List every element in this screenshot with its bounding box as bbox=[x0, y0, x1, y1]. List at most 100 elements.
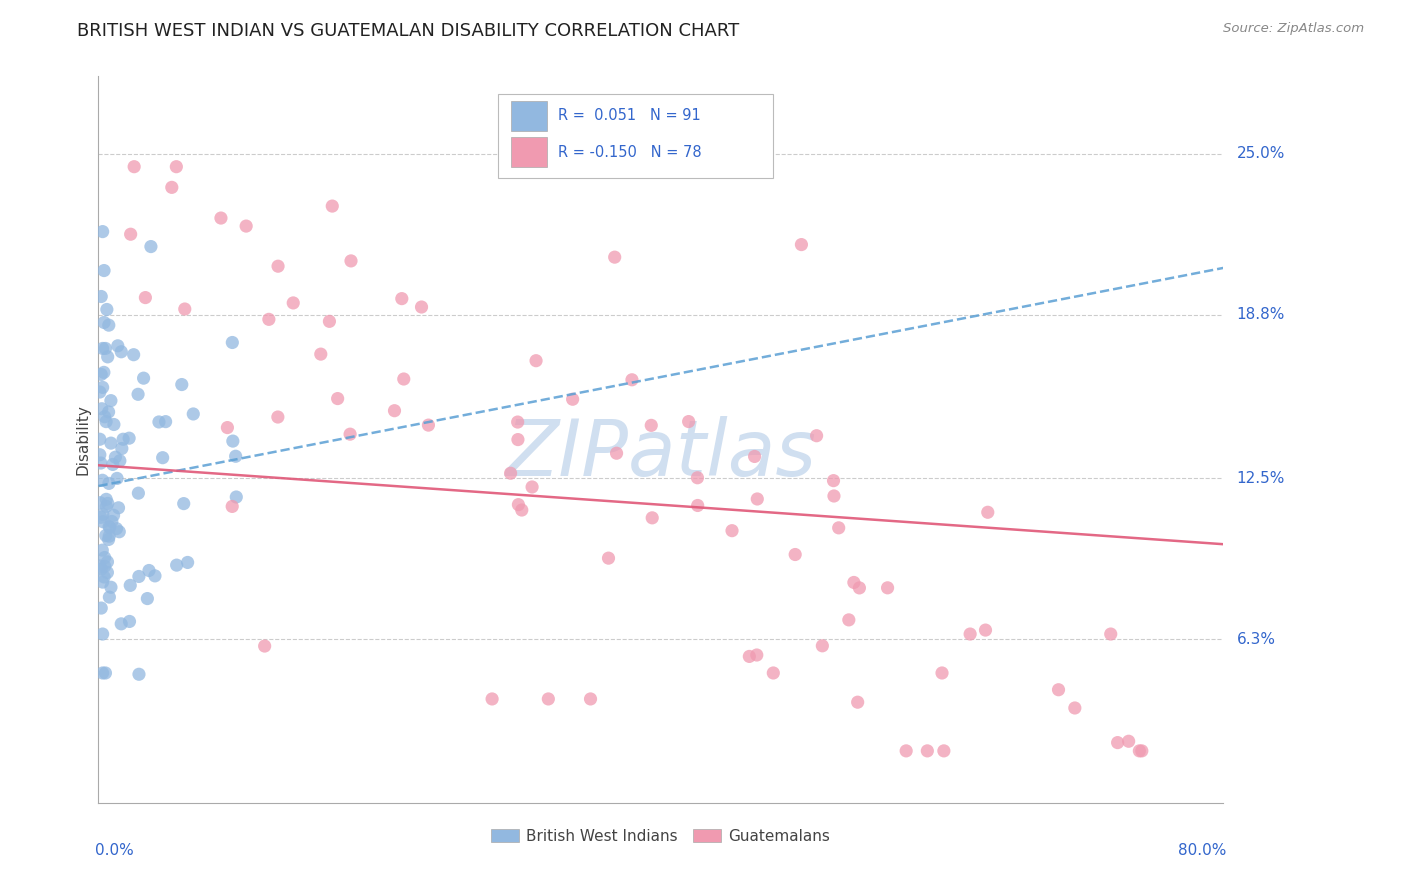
Point bbox=[508, 498, 530, 512]
Point bbox=[917, 744, 939, 758]
Point bbox=[90, 601, 112, 615]
Point bbox=[89, 496, 111, 510]
Point bbox=[721, 524, 744, 538]
Text: 25.0%: 25.0% bbox=[1237, 146, 1285, 161]
Point bbox=[96, 302, 118, 317]
Point bbox=[91, 380, 114, 394]
Point bbox=[139, 239, 162, 253]
Point bbox=[977, 505, 1000, 519]
Point bbox=[481, 692, 503, 706]
Text: R =  0.051   N = 91: R = 0.051 N = 91 bbox=[558, 108, 702, 123]
Point bbox=[93, 550, 115, 565]
FancyBboxPatch shape bbox=[512, 101, 547, 131]
Text: 0.0%: 0.0% bbox=[96, 843, 134, 858]
Point bbox=[225, 449, 247, 463]
Point bbox=[738, 649, 761, 664]
Point bbox=[762, 665, 785, 680]
Point bbox=[91, 627, 114, 641]
Point bbox=[108, 454, 131, 468]
Point bbox=[959, 627, 981, 641]
Point bbox=[384, 403, 406, 417]
Point bbox=[1099, 627, 1122, 641]
Point bbox=[620, 373, 643, 387]
Point bbox=[93, 365, 115, 379]
Point bbox=[1128, 744, 1150, 758]
FancyBboxPatch shape bbox=[498, 94, 773, 178]
Point bbox=[181, 407, 204, 421]
Point bbox=[744, 450, 766, 464]
Point bbox=[98, 519, 121, 533]
Point bbox=[842, 575, 865, 590]
Point bbox=[91, 515, 114, 529]
Point bbox=[253, 639, 276, 653]
Point bbox=[152, 450, 174, 465]
Point bbox=[89, 384, 111, 399]
Point bbox=[120, 578, 142, 592]
Point bbox=[321, 199, 343, 213]
Point bbox=[598, 551, 620, 566]
Point bbox=[107, 500, 129, 515]
Point bbox=[506, 415, 529, 429]
Point bbox=[160, 180, 183, 194]
Point bbox=[235, 219, 257, 233]
Point bbox=[848, 581, 870, 595]
Point bbox=[97, 496, 120, 510]
Point bbox=[932, 744, 955, 758]
Point bbox=[641, 511, 664, 525]
Point bbox=[120, 227, 142, 242]
Point bbox=[93, 409, 115, 424]
Point bbox=[122, 348, 145, 362]
Point bbox=[108, 524, 131, 539]
Text: R = -0.150   N = 78: R = -0.150 N = 78 bbox=[558, 145, 702, 160]
FancyBboxPatch shape bbox=[512, 136, 547, 168]
Point bbox=[221, 335, 243, 350]
Point bbox=[128, 569, 150, 583]
Point bbox=[93, 263, 115, 277]
Point bbox=[974, 623, 997, 637]
Point bbox=[98, 520, 121, 534]
Text: BRITISH WEST INDIAN VS GUATEMALAN DISABILITY CORRELATION CHART: BRITISH WEST INDIAN VS GUATEMALAN DISABI… bbox=[77, 22, 740, 40]
Point bbox=[318, 314, 340, 328]
Point bbox=[118, 615, 141, 629]
Point bbox=[225, 490, 247, 504]
Point bbox=[520, 480, 543, 494]
Point bbox=[678, 415, 700, 429]
Point bbox=[283, 296, 305, 310]
Point bbox=[896, 744, 918, 758]
Point bbox=[606, 446, 628, 460]
Point bbox=[90, 289, 112, 303]
Point bbox=[148, 415, 170, 429]
Text: 18.8%: 18.8% bbox=[1237, 307, 1285, 322]
Point bbox=[170, 377, 193, 392]
Point bbox=[418, 418, 440, 433]
Point bbox=[745, 648, 768, 662]
Point bbox=[134, 291, 156, 305]
Point bbox=[118, 431, 141, 445]
Point bbox=[326, 392, 349, 406]
Point bbox=[499, 467, 522, 481]
Point bbox=[686, 471, 709, 485]
Point bbox=[806, 428, 828, 442]
Point bbox=[91, 665, 114, 680]
Point bbox=[112, 432, 135, 446]
Point bbox=[790, 237, 813, 252]
Point bbox=[392, 372, 415, 386]
Point bbox=[747, 491, 769, 506]
Point bbox=[105, 471, 128, 485]
Point bbox=[91, 473, 114, 487]
Point bbox=[93, 570, 115, 584]
Point bbox=[267, 410, 290, 425]
Point bbox=[1107, 736, 1129, 750]
Point bbox=[1063, 701, 1085, 715]
Point bbox=[640, 418, 662, 433]
Point bbox=[103, 417, 125, 432]
Point bbox=[838, 613, 860, 627]
Point bbox=[209, 211, 232, 225]
Point bbox=[173, 301, 195, 316]
Point bbox=[94, 559, 117, 574]
Point bbox=[823, 489, 845, 503]
Text: Source: ZipAtlas.com: Source: ZipAtlas.com bbox=[1223, 22, 1364, 36]
Point bbox=[94, 528, 117, 542]
Point bbox=[340, 253, 363, 268]
Point bbox=[811, 639, 834, 653]
